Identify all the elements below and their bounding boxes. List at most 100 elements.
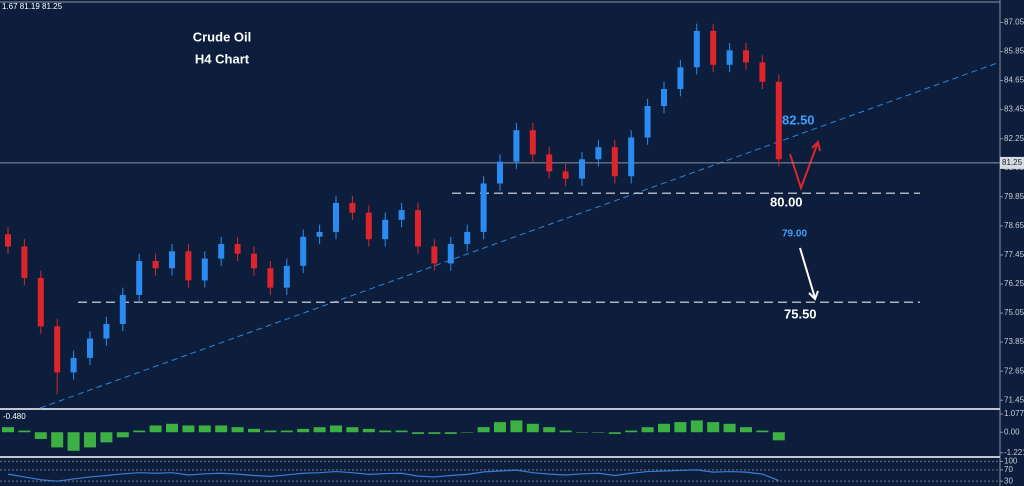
candle-body	[21, 246, 28, 278]
candle-body	[415, 210, 421, 247]
macd-bar	[313, 427, 326, 433]
level-label: 79.00	[782, 229, 807, 240]
macd-bar	[84, 432, 96, 448]
candle-body	[300, 236, 307, 266]
chart-subtitle: H4 Chart	[195, 51, 250, 66]
y-tick-label: 71.45	[1004, 395, 1024, 404]
y-tick-label: 84.65	[1004, 76, 1024, 85]
red-arrow-head	[811, 140, 821, 152]
macd-bar	[34, 432, 47, 439]
candle-body	[579, 159, 585, 179]
candle-body	[562, 171, 569, 179]
candle-body	[513, 130, 520, 162]
candle-body	[267, 268, 274, 288]
macd-bar	[543, 427, 556, 433]
candle-body	[382, 219, 389, 240]
chart-title: Crude Oil	[193, 29, 252, 44]
candle-body	[743, 50, 749, 63]
candle-body	[70, 357, 77, 373]
macd-bar	[625, 430, 638, 433]
y-tick-label: 76.25	[1004, 279, 1024, 288]
macd-bar	[592, 432, 605, 433]
macd-bar	[149, 425, 162, 433]
y-tick-label: 78.65	[1004, 221, 1024, 230]
candle-body	[234, 244, 241, 254]
macd-bar	[248, 428, 260, 433]
candle-body	[546, 154, 553, 172]
macd-bar	[658, 423, 670, 433]
candle-body	[529, 130, 536, 155]
level-label: 82.50	[782, 112, 815, 127]
candle-body	[5, 234, 11, 247]
candle-body	[316, 231, 323, 237]
candle-body	[201, 258, 208, 281]
macd-bar	[264, 430, 277, 433]
macd-bar	[723, 423, 736, 433]
y-tick-label: 79.85	[1004, 192, 1024, 201]
macd-bar	[444, 432, 457, 434]
macd-bar	[379, 430, 392, 433]
y-tick-label: 75.05	[1004, 308, 1024, 317]
candle-body	[54, 326, 61, 373]
candle-body	[103, 323, 110, 339]
macd-bar	[231, 427, 244, 433]
candle-body	[169, 251, 175, 269]
macd-bar	[461, 432, 474, 433]
candle-body	[693, 30, 700, 68]
level-label: 75.50	[784, 306, 817, 321]
macd-bar	[100, 432, 113, 443]
y-tick-label: 82.25	[1004, 134, 1024, 143]
macd-bar	[674, 422, 687, 433]
ohlc-header: 1.67 81.19 81.25	[2, 2, 63, 11]
y-tick-label: 70	[1004, 465, 1013, 474]
y-tick-label: 85.85	[1004, 47, 1024, 56]
candle-body	[37, 277, 44, 327]
candle-body	[136, 260, 143, 295]
candle-body	[87, 338, 93, 358]
macd-bar	[641, 427, 654, 433]
candle-body	[431, 246, 438, 264]
candle-body	[185, 251, 192, 281]
candle-body	[611, 147, 618, 177]
candle-body	[365, 212, 372, 240]
candle-body	[447, 244, 454, 264]
candle-body	[398, 210, 405, 220]
level-label: 80.00	[770, 194, 803, 209]
macd-bar	[756, 430, 769, 433]
last-price-box	[1000, 156, 1024, 169]
macd-bar	[477, 427, 490, 433]
macd-bar	[18, 430, 31, 433]
white-arrow-head	[808, 290, 819, 301]
macd-bar	[772, 432, 785, 441]
candle-body	[480, 183, 487, 232]
white-arrow	[799, 247, 816, 299]
candle-body	[661, 89, 667, 106]
candle-body	[677, 67, 684, 90]
y-tick-label: 83.45	[1004, 105, 1024, 114]
trendline	[39, 61, 1001, 409]
candle-body	[759, 62, 766, 82]
candle-body	[644, 105, 651, 138]
y-tick-label: 30	[1004, 476, 1013, 485]
macd-bar	[2, 427, 14, 433]
macd-bar	[198, 425, 211, 433]
macd-bar	[526, 423, 539, 433]
macd-bar	[690, 420, 703, 433]
candle-body	[251, 253, 257, 269]
macd-bar	[494, 422, 506, 433]
y-tick-label: 73.85	[1004, 337, 1024, 346]
macd-bar	[182, 425, 195, 433]
red-arrow	[789, 141, 819, 192]
macd-bar	[740, 427, 752, 433]
candle-body	[595, 147, 602, 160]
macd-bar	[133, 430, 146, 433]
macd-bar	[576, 432, 588, 433]
macd-bar	[510, 420, 523, 433]
macd-bar	[707, 422, 720, 433]
candle-body	[119, 294, 126, 324]
y-tick-label: 0.00	[1004, 427, 1020, 436]
macd-bar	[51, 432, 64, 448]
candle-body	[464, 231, 471, 245]
candle-body	[628, 137, 635, 177]
